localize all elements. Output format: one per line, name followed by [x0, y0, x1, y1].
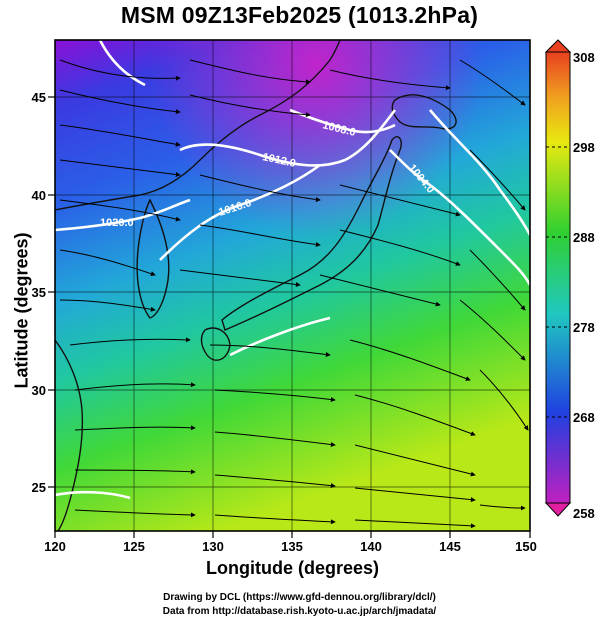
x-tick-label: 135 [281, 539, 303, 554]
credit-drawing: Drawing by DCL (https://www.gfd-dennou.o… [163, 592, 436, 603]
isobar-southwest [55, 490, 131, 500]
y-axis-ticks [48, 96, 55, 488]
x-tick-label: 140 [360, 539, 382, 554]
colorbar-tick-label: 308 [573, 50, 595, 65]
y-tick-label: 30 [32, 383, 46, 398]
colorbar-bottom-arrow [544, 502, 572, 517]
isobars [55, 40, 530, 500]
x-tick-label: 130 [202, 539, 224, 554]
graticule [55, 40, 530, 531]
japan-hokkaido-coast [391, 94, 457, 130]
wind-streamlines [59, 59, 529, 529]
colorbar-gradient [545, 51, 571, 504]
isobar-south [229, 316, 331, 357]
x-tick-label: 125 [123, 539, 145, 554]
map-title: MSM 09Z13Feb2025 (1013.2hPa) [120, 2, 479, 28]
isobar-far-east [429, 109, 530, 236]
x-tick-labels: 120 125 130 135 140 145 150 [44, 539, 537, 554]
y-tick-label: 40 [32, 188, 46, 203]
y-tick-label: 25 [32, 480, 46, 495]
coastlines [55, 40, 457, 531]
x-tick-label: 120 [44, 539, 66, 554]
isobar-1012 [179, 109, 397, 167]
japan-honshu-coast [221, 136, 402, 331]
colorbar-tick-label: 288 [573, 230, 595, 245]
isobar-label-1020: 1020.0 [100, 217, 134, 229]
isobar-lower [98, 40, 146, 87]
credit-data: Data from http://database.rish.kyoto-u.a… [162, 606, 437, 617]
y-tick-labels: 25 30 35 40 45 [32, 90, 46, 495]
isobar-1016 [159, 163, 321, 261]
colorbar-tick-label: 268 [573, 410, 595, 425]
y-axis-label: Latitude (degrees) [11, 232, 32, 389]
y-tick-label: 45 [32, 90, 46, 105]
x-tick-label: 150 [515, 539, 537, 554]
isobar-1004 [389, 149, 530, 286]
colorbar-tick-label: 278 [573, 320, 595, 335]
kyushu-coast [200, 327, 231, 361]
x-axis-ticks [54, 531, 531, 538]
asia-mainland-coast [55, 40, 341, 211]
korea-coast [136, 198, 170, 319]
map-plot-area: 1020.0 1016.0 1012.0 1008.0 1004.0 [55, 40, 530, 531]
colorbar-tick-label: 258 [573, 506, 595, 521]
colorbar: 308 298 288 278 268 258 [544, 39, 595, 521]
china-east-coast [55, 339, 84, 531]
colorbar-top-arrow [544, 39, 572, 53]
y-tick-label: 35 [32, 285, 46, 300]
x-tick-label: 145 [439, 539, 461, 554]
isobar-1020 [55, 198, 191, 232]
x-axis-label: Longitude (degrees) [205, 558, 379, 578]
colorbar-tick-label: 298 [573, 140, 595, 155]
